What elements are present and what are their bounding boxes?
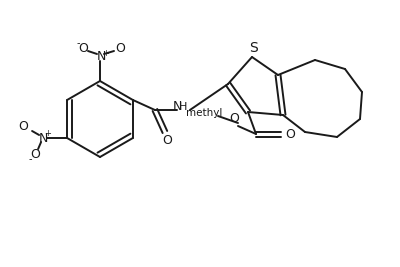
Text: O: O	[162, 134, 172, 147]
Text: N: N	[173, 100, 182, 113]
Text: O: O	[115, 42, 125, 56]
Text: O: O	[18, 120, 28, 132]
Text: +: +	[102, 49, 110, 57]
Text: O: O	[30, 147, 40, 160]
Text: N: N	[96, 50, 106, 64]
Text: N: N	[38, 132, 48, 144]
Text: +: +	[45, 129, 52, 139]
Text: S: S	[250, 41, 258, 55]
Text: O: O	[285, 128, 295, 140]
Text: -: -	[28, 154, 32, 164]
Text: O: O	[229, 112, 239, 124]
Text: methyl: methyl	[186, 108, 222, 118]
Text: -: -	[76, 38, 80, 48]
Text: O: O	[78, 42, 88, 56]
Text: H: H	[179, 102, 187, 112]
